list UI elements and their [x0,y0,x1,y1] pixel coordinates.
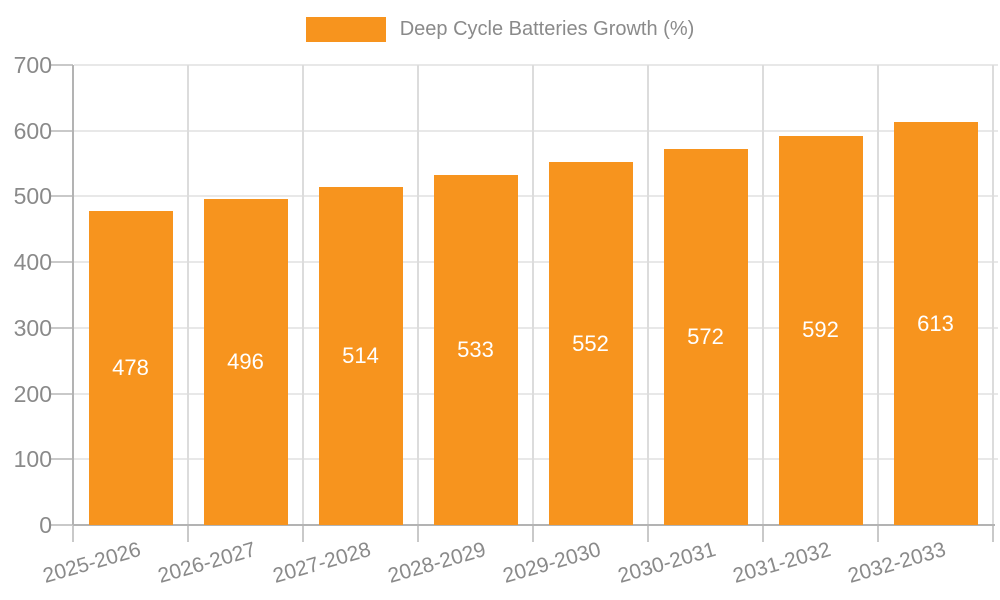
bar [548,162,633,525]
y-tick [50,524,73,526]
y-axis-label: 700 [13,52,52,78]
bar [88,210,173,525]
bar-value-label: 496 [227,349,264,375]
v-gridline [302,65,304,525]
h-gridline [74,195,998,198]
y-tick [50,129,73,132]
bar [663,149,748,525]
y-tick [50,392,73,395]
bar [778,135,863,525]
y-tick [50,195,73,198]
bar-value-label: 572 [687,324,724,350]
h-gridline [74,129,998,132]
bar [893,122,978,525]
bar-value-label: 478 [112,354,149,380]
bar-value-label: 552 [572,330,609,356]
y-axis-label: 500 [13,183,52,210]
y-tick [50,261,73,264]
x-tick [877,525,879,542]
v-gridline [532,65,534,525]
x-tick [187,525,189,542]
h-gridline [74,392,998,395]
legend: Deep Cycle Batteries Growth (%) [0,17,1000,42]
x-tick [72,525,74,542]
v-gridline [877,65,879,525]
y-axis-line [72,65,74,525]
bar-value-label: 592 [802,317,839,343]
y-tick [50,326,73,329]
y-axis-label: 400 [13,249,52,276]
h-gridline [74,261,998,264]
legend-swatch [305,17,386,42]
x-tick [762,525,764,542]
h-gridline [74,64,998,66]
y-tick [50,64,73,66]
y-axis-label: 600 [13,117,52,144]
h-gridline [74,458,998,461]
y-axis-label: 100 [13,446,52,473]
v-gridline [187,65,189,525]
y-tick [50,458,73,461]
v-gridline [647,65,649,525]
h-gridline [74,326,998,329]
bar-value-label: 613 [917,310,954,336]
v-gridline [417,65,419,525]
bar-value-label: 514 [342,343,379,369]
x-tick [532,525,534,542]
bar-value-label: 533 [457,336,494,362]
x-tick [992,525,994,542]
x-tick [417,525,419,542]
bar [318,187,403,525]
y-axis-label: 200 [13,380,52,407]
y-axis-label: 300 [13,314,52,341]
x-axis-line [73,524,995,526]
bar [203,199,288,525]
v-gridline [992,65,994,525]
bar [433,174,518,525]
legend-label: Deep Cycle Batteries Growth (%) [399,18,695,40]
x-tick [647,525,649,542]
y-axis-label: 0 [39,512,52,538]
x-tick [302,525,304,542]
v-gridline [762,65,764,525]
